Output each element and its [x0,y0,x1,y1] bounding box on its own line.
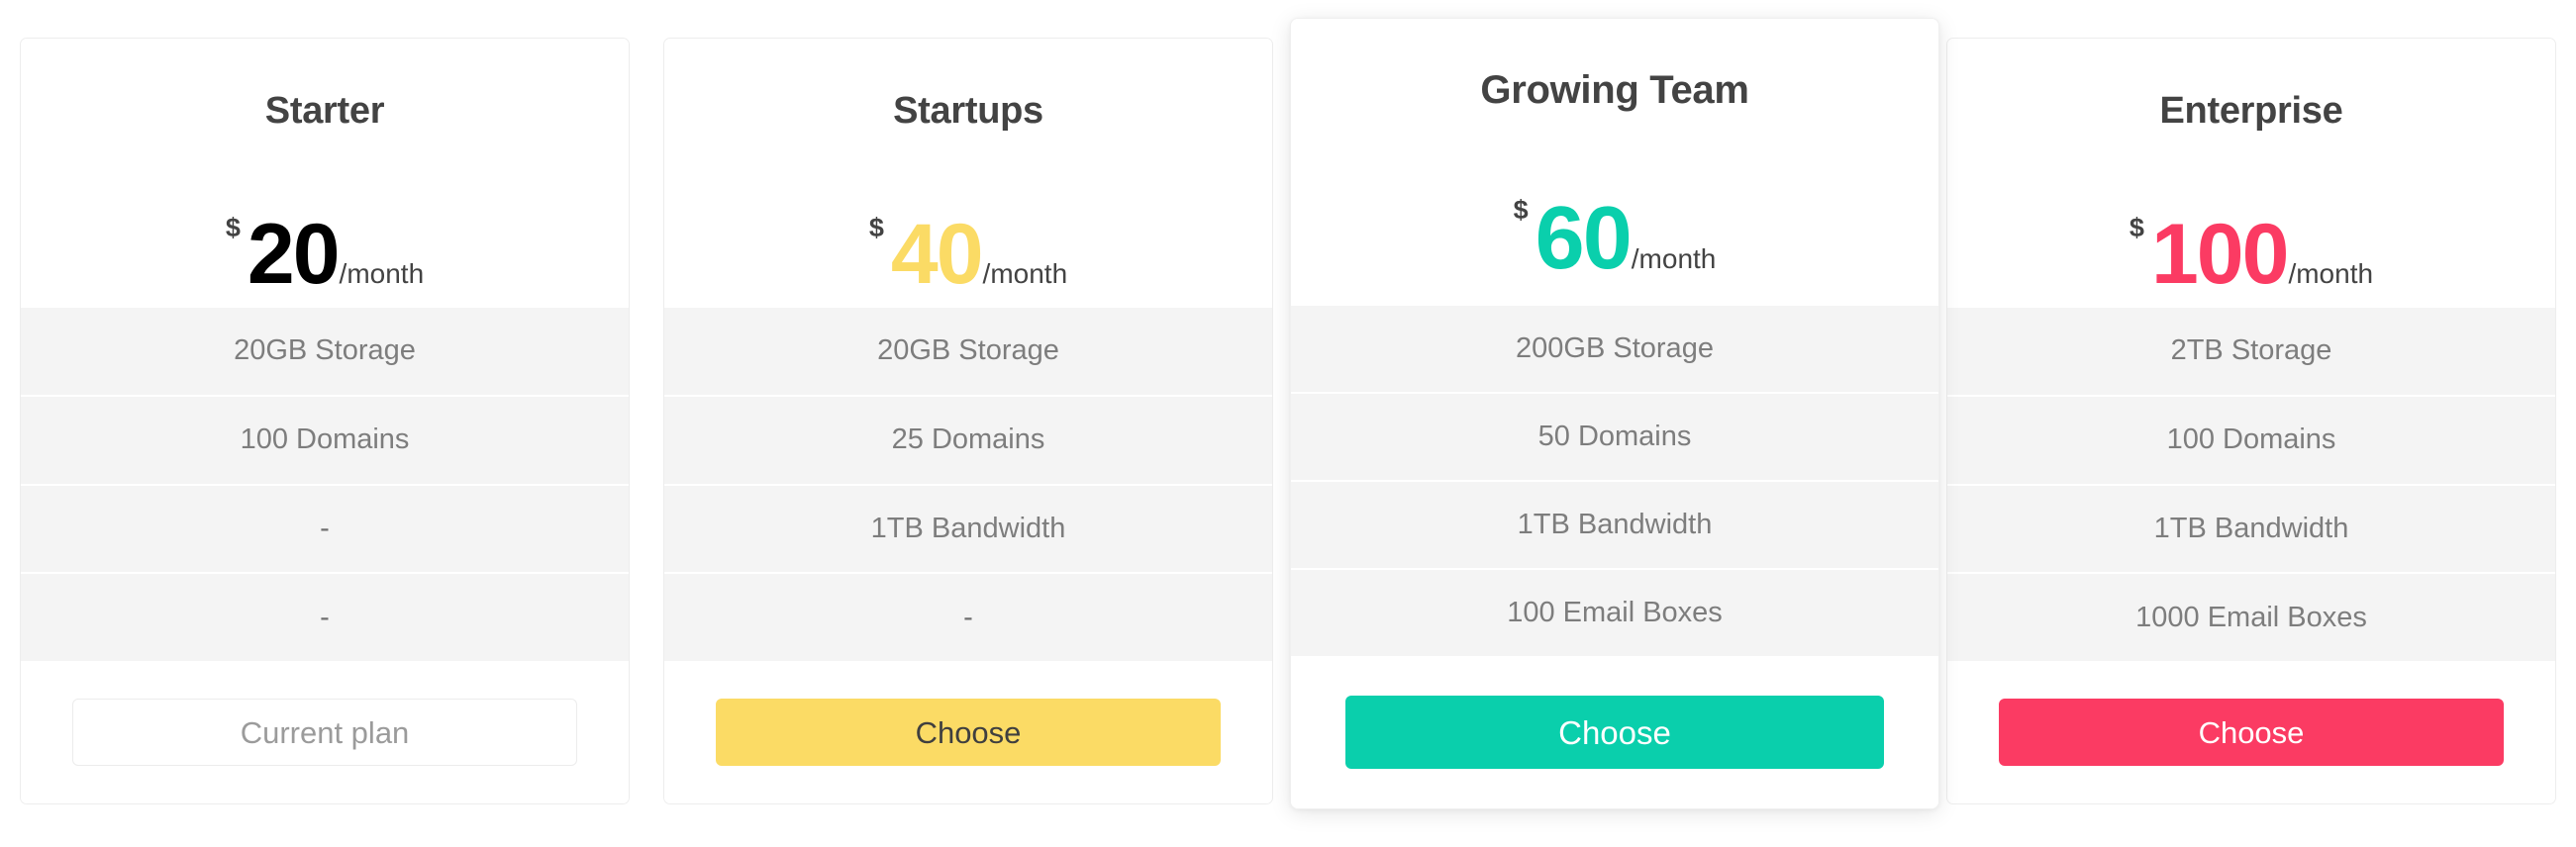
pricing-card-startups[interactable]: Startups $ 40 /month 20GB Storage 25 Dom… [663,38,1273,804]
price-amount: 60 [1535,189,1633,288]
feature-row: 100 Domains [21,394,629,484]
currency-symbol: $ [2129,213,2144,242]
feature-row: 1TB Bandwidth [664,483,1272,573]
choose-plan-button[interactable]: Choose [716,699,1221,766]
card-header: Growing Team $ 60 /month [1291,19,1938,306]
feature-list: 200GB Storage 50 Domains 1TB Bandwidth 1… [1291,306,1938,656]
feature-row: 100 Domains [1947,394,2555,484]
feature-row: 20GB Storage [664,308,1272,395]
currency-symbol: $ [1513,195,1529,225]
card-header: Startups $ 40 /month [664,39,1272,308]
pricing-card-enterprise[interactable]: Enterprise $ 100 /month 2TB Storage 100 … [1946,38,2556,804]
price-amount: 40 [890,207,984,302]
choose-plan-button[interactable]: Choose [1999,699,2504,766]
card-header: Enterprise $ 100 /month [1947,39,2555,308]
price-amount: 20 [247,207,341,302]
plan-title: Startups [893,90,1043,132]
currency-symbol: $ [225,213,241,242]
feature-row: - [664,572,1272,661]
feature-list: 20GB Storage 25 Domains 1TB Bandwidth - [664,308,1272,661]
feature-row: 1TB Bandwidth [1291,480,1938,568]
price-row: $ 60 /month [1291,189,1938,288]
price-period: /month [982,258,1068,289]
feature-row: 1TB Bandwidth [1947,483,2555,573]
currency-symbol: $ [868,213,884,242]
card-footer: Choose [664,661,1272,803]
feature-row: - [21,572,629,661]
price-amount: 100 [2150,207,2289,302]
price-row: $ 100 /month [1947,207,2555,302]
price-row: $ 20 /month [21,207,629,302]
card-footer: Current plan [21,661,629,803]
plan-title: Growing Team [1480,68,1749,112]
card-footer: Choose [1947,661,2555,803]
feature-row: 50 Domains [1291,392,1938,480]
feature-row: - [21,483,629,573]
price-row: $ 40 /month [664,207,1272,302]
feature-row: 2TB Storage [1947,308,2555,395]
feature-row: 25 Domains [664,394,1272,484]
plan-title: Enterprise [2159,90,2343,132]
choose-plan-button[interactable]: Choose [1345,696,1884,769]
pricing-card-starter[interactable]: Starter $ 20 /month 20GB Storage 100 Dom… [20,38,630,804]
feature-row: 100 Email Boxes [1291,568,1938,656]
feature-list: 2TB Storage 100 Domains 1TB Bandwidth 10… [1947,308,2555,661]
price-period: /month [1631,243,1717,274]
current-plan-button[interactable]: Current plan [72,699,577,766]
price-period: /month [339,258,425,289]
price-period: /month [2288,258,2374,289]
feature-list: 20GB Storage 100 Domains - - [21,308,629,661]
card-footer: Choose [1291,656,1938,808]
card-header: Starter $ 20 /month [21,39,629,308]
feature-row: 20GB Storage [21,308,629,395]
pricing-card-growing-team[interactable]: Growing Team $ 60 /month 200GB Storage 5… [1290,18,1939,809]
feature-row: 1000 Email Boxes [1947,572,2555,661]
plan-title: Starter [264,90,385,132]
feature-row: 200GB Storage [1291,306,1938,392]
